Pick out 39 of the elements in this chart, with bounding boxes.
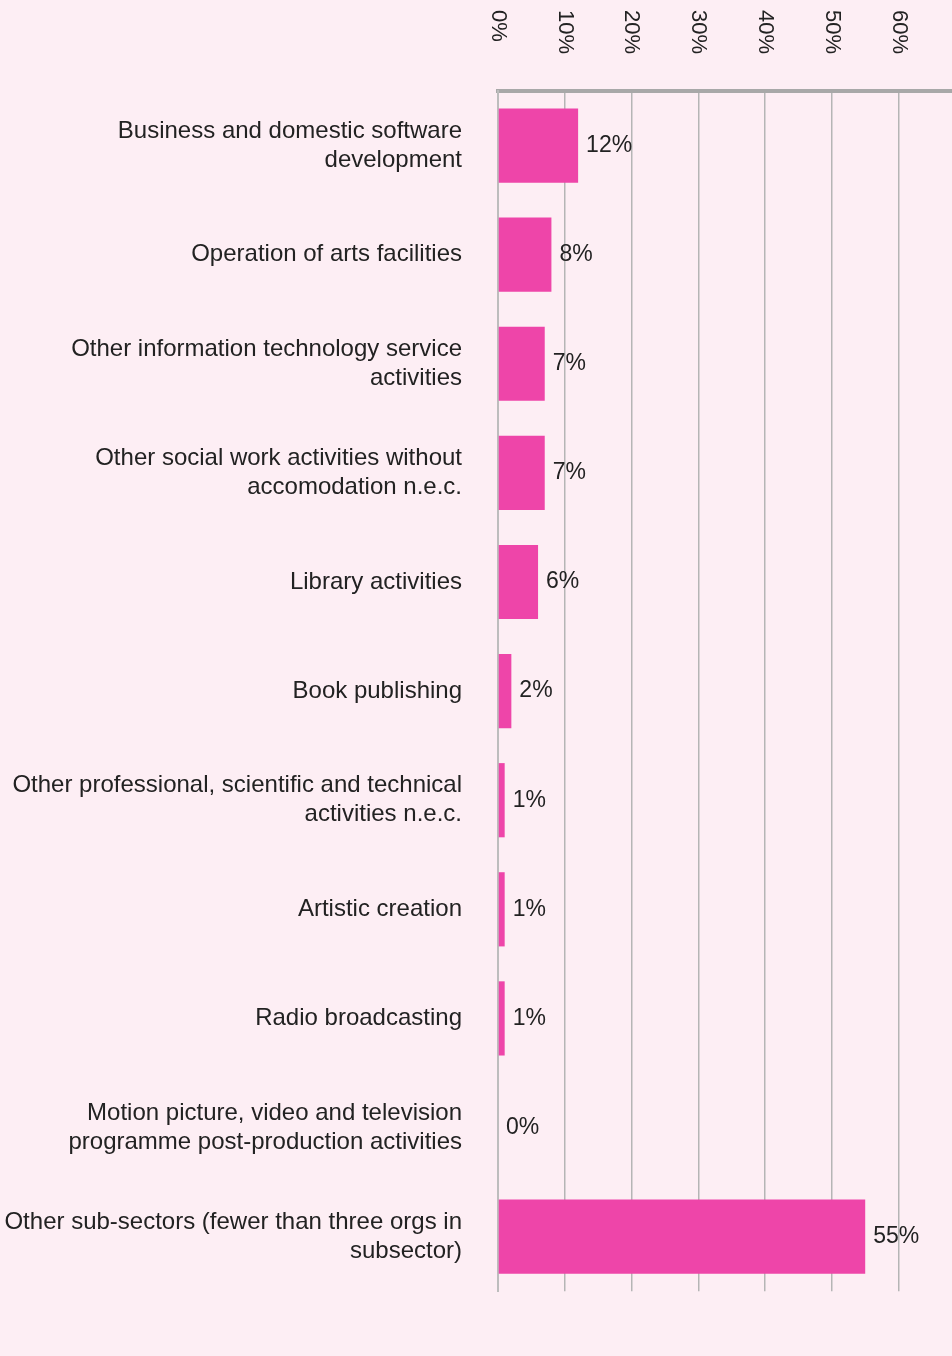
y-tick-label: Other social work activities without accomodation n.e.c. [95, 443, 463, 499]
bar [498, 435, 545, 510]
y-tick-label: Library activities [289, 566, 462, 594]
bar [498, 544, 539, 620]
data-label: 2% [519, 676, 553, 703]
bar [498, 326, 545, 401]
y-tick-label: Other sub-sectors (fewer than three orgs in subsector) [4, 1206, 462, 1263]
x-tick-label: 20% [620, 10, 646, 55]
data-label: 6% [546, 567, 580, 594]
bar [498, 872, 505, 947]
y-tick-label: Other professional, scientific and technical activities n.e.c. [12, 770, 462, 827]
y-tick-label: Business and domestic software development [117, 115, 463, 172]
x-tick-label: 50% [820, 10, 846, 55]
data-label: 1% [512, 785, 546, 812]
data-label: 7% [552, 458, 586, 485]
y-tick-label: Motion picture, video and television programme post-production activities [68, 1097, 462, 1154]
bar [498, 108, 579, 183]
x-tick-label: 40% [754, 10, 779, 55]
x-tick-label: 60% [887, 10, 913, 55]
data-label: 8% [559, 240, 593, 267]
y-tick-label: Artistic creation [297, 893, 462, 921]
y-tick-label: Radio broadcasting [255, 1003, 462, 1031]
y-tick-label: Book publishing [292, 675, 462, 703]
bar [498, 1199, 866, 1274]
x-tick-label: 30% [687, 10, 713, 55]
bar [498, 217, 552, 292]
data-label: 1% [512, 1003, 546, 1030]
data-label: 0% [506, 1112, 540, 1139]
data-label: 7% [552, 349, 586, 376]
bar [498, 763, 505, 838]
bar [498, 654, 512, 729]
data-label: 12% [586, 130, 633, 157]
data-label: 55% [873, 1221, 920, 1248]
x-tick-label: 10% [553, 10, 579, 55]
data-label: 1% [512, 894, 546, 921]
y-tick-label: Other information technology service activities [71, 334, 462, 390]
x-tick-label: 0% [486, 10, 512, 42]
bar [498, 981, 505, 1056]
y-tick-label: Operation of arts facilities [191, 239, 462, 267]
